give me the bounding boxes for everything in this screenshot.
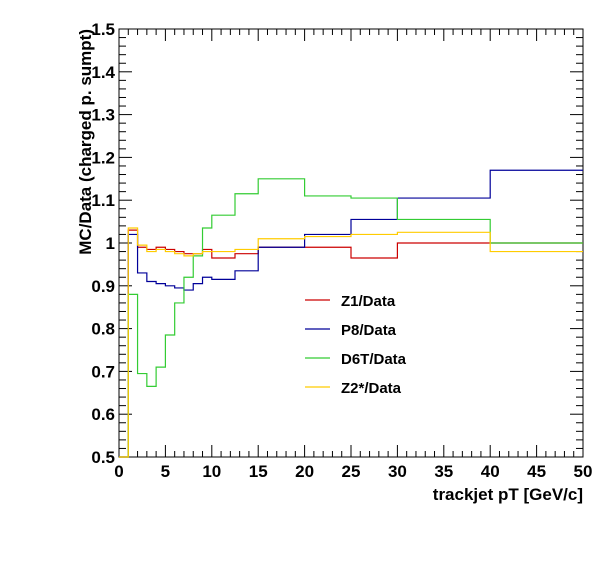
- x-tick-label: 45: [527, 462, 546, 481]
- series-line: [119, 169, 583, 458]
- y-tick-label: 1.4: [91, 63, 115, 82]
- x-tick-label: 35: [434, 462, 453, 481]
- x-tick-label: 25: [342, 462, 361, 481]
- y-axis-title: MC/Data (charged p. sumpt): [76, 29, 95, 255]
- series-line: [119, 227, 583, 458]
- x-tick-label: 50: [574, 462, 593, 481]
- series-line: [119, 178, 583, 458]
- legend-label: Z1/Data: [341, 293, 396, 310]
- y-tick-label: 1.3: [91, 106, 115, 125]
- legend: Z1/Data P8/Data D6T/Data Z2*/Data: [305, 293, 407, 397]
- x-tick-label: 30: [388, 462, 407, 481]
- y-axis-ticks: 0.5 0.6 0.7 0.8 0.9 1 1.1 1.2 1.3 1.4 1.5: [91, 20, 583, 467]
- x-tick-label: 15: [249, 462, 268, 481]
- y-tick-label: 0.7: [91, 362, 115, 381]
- x-tick-label: 10: [202, 462, 221, 481]
- series-layer: [119, 169, 583, 458]
- series-line: [119, 229, 583, 458]
- y-tick-label: 1: [106, 234, 115, 253]
- legend-label: Z2*/Data: [341, 380, 402, 397]
- y-tick-label: 0.6: [91, 405, 115, 424]
- x-tick-label: 20: [295, 462, 314, 481]
- x-tick-label: 5: [161, 462, 170, 481]
- x-tick-label: 0: [114, 462, 123, 481]
- y-tick-label: 0.8: [91, 320, 115, 339]
- legend-label: D6T/Data: [341, 351, 407, 368]
- y-tick-label: 0.5: [91, 448, 115, 467]
- x-axis-ticks: 0 5 10 15 20 25 30 35 40 45 50: [114, 29, 592, 481]
- y-tick-label: 0.9: [91, 277, 115, 296]
- x-axis-title: trackjet pT [GeV/c]: [433, 485, 583, 504]
- y-tick-label: 1.2: [91, 148, 115, 167]
- x-tick-label: 40: [481, 462, 500, 481]
- legend-label: P8/Data: [341, 322, 397, 339]
- y-tick-label: 1.1: [91, 191, 115, 210]
- y-tick-label: 1.5: [91, 20, 115, 39]
